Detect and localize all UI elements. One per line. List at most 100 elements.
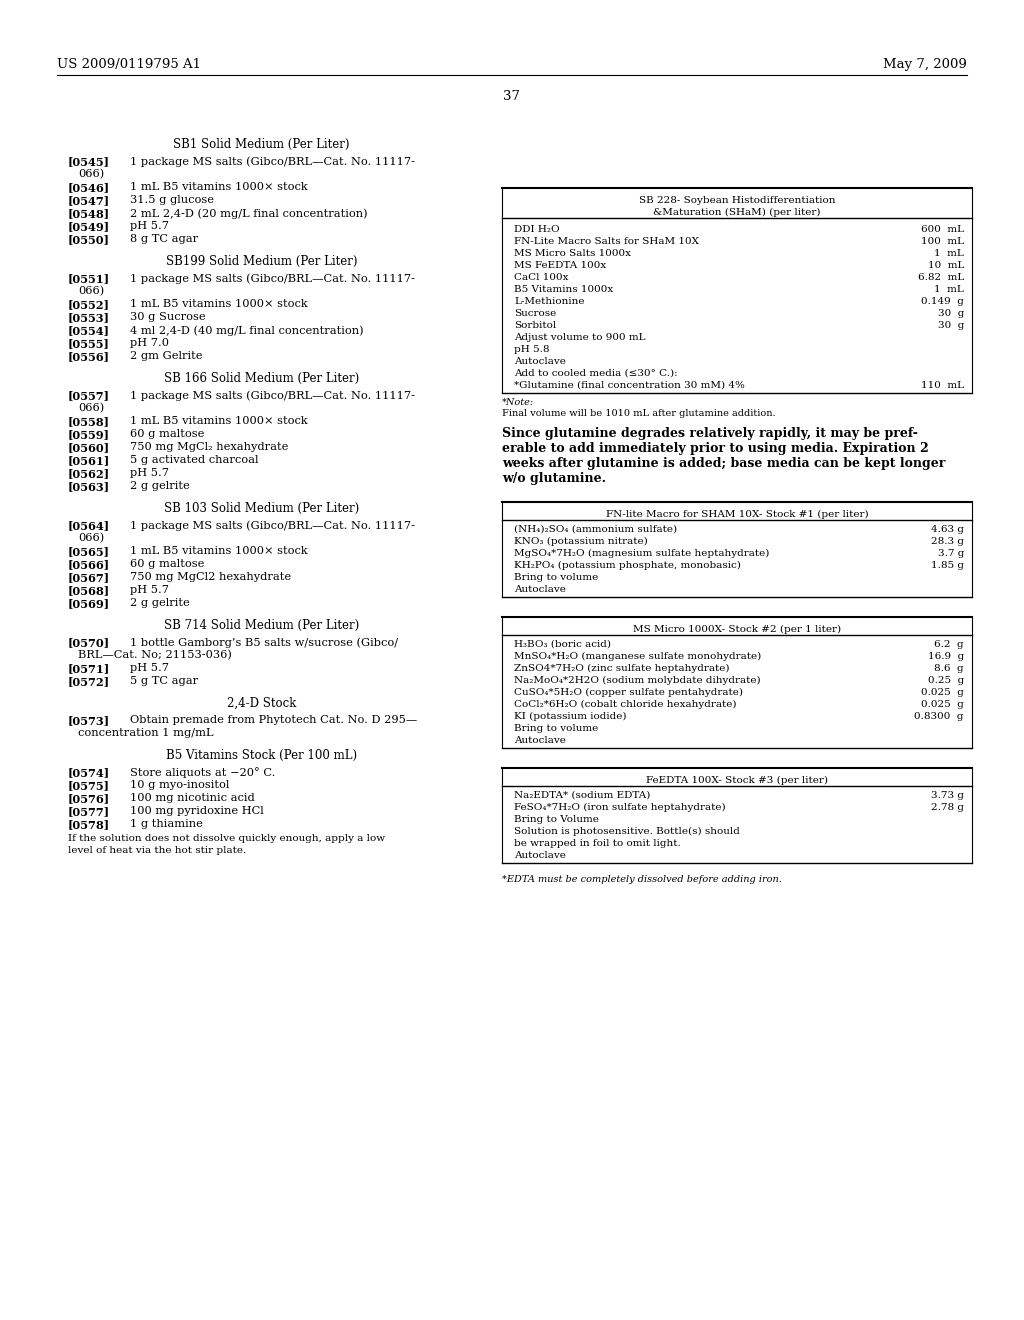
Text: *EDTA must be completely dissolved before adding iron.: *EDTA must be completely dissolved befor…: [502, 875, 782, 884]
Text: Solution is photosensitive. Bottle(s) should: Solution is photosensitive. Bottle(s) sh…: [514, 828, 740, 836]
Text: [0550]: [0550]: [68, 234, 110, 246]
Text: Na₂MoO₄*2H2O (sodium molybdate dihydrate): Na₂MoO₄*2H2O (sodium molybdate dihydrate…: [514, 676, 761, 685]
Text: 066): 066): [78, 169, 104, 180]
Text: pH 5.7: pH 5.7: [130, 469, 169, 478]
Text: H₃BO₃ (boric acid): H₃BO₃ (boric acid): [514, 640, 611, 649]
Text: [0563]: [0563]: [68, 480, 111, 492]
Text: [0547]: [0547]: [68, 195, 111, 206]
Text: KH₂PO₄ (potassium phosphate, monobasic): KH₂PO₄ (potassium phosphate, monobasic): [514, 561, 741, 570]
Text: B5 Vitamins 1000x: B5 Vitamins 1000x: [514, 285, 613, 294]
Text: [0557]: [0557]: [68, 389, 110, 401]
Text: [0546]: [0546]: [68, 182, 111, 193]
Text: *Glutamine (final concentration 30 mM) 4%: *Glutamine (final concentration 30 mM) 4…: [514, 381, 744, 389]
Text: 066): 066): [78, 286, 104, 296]
Text: Add to cooled media (≤30° C.):: Add to cooled media (≤30° C.):: [514, 370, 678, 378]
Text: Store aliquots at −20° C.: Store aliquots at −20° C.: [130, 767, 275, 777]
Text: 6.2  g: 6.2 g: [934, 640, 964, 649]
Text: be wrapped in foil to omit light.: be wrapped in foil to omit light.: [514, 840, 681, 847]
Text: L-Methionine: L-Methionine: [514, 297, 585, 306]
Text: *Note:: *Note:: [502, 399, 535, 407]
Text: [0561]: [0561]: [68, 455, 111, 466]
Text: 1 mL B5 vitamins 1000× stock: 1 mL B5 vitamins 1000× stock: [130, 300, 307, 309]
Text: MS Micro 1000X- Stock #2 (per 1 liter): MS Micro 1000X- Stock #2 (per 1 liter): [633, 624, 841, 634]
Text: May 7, 2009: May 7, 2009: [883, 58, 967, 71]
Text: 110  mL: 110 mL: [921, 381, 964, 389]
Text: weeks after glutamine is added; base media can be kept longer: weeks after glutamine is added; base med…: [502, 457, 945, 470]
Text: 1 package MS salts (Gibco/BRL—Cat. No. 11117-: 1 package MS salts (Gibco/BRL—Cat. No. 1…: [130, 156, 415, 166]
Text: Adjust volume to 900 mL: Adjust volume to 900 mL: [514, 333, 645, 342]
Text: pH 5.7: pH 5.7: [130, 220, 169, 231]
Text: BRL—Cat. No; 21153-036): BRL—Cat. No; 21153-036): [78, 649, 231, 660]
Text: SB1 Solid Medium (Per Liter): SB1 Solid Medium (Per Liter): [173, 139, 350, 150]
Text: Obtain premade from Phytotech Cat. No. D 295—: Obtain premade from Phytotech Cat. No. D…: [130, 715, 417, 725]
Text: FeEDTA 100X- Stock #3 (per liter): FeEDTA 100X- Stock #3 (per liter): [646, 776, 828, 785]
Text: [0560]: [0560]: [68, 442, 111, 453]
Text: SB 228- Soybean Histodifferentiation: SB 228- Soybean Histodifferentiation: [639, 195, 836, 205]
Text: Since glutamine degrades relatively rapidly, it may be pref-: Since glutamine degrades relatively rapi…: [502, 426, 918, 440]
Text: 1 g thiamine: 1 g thiamine: [130, 818, 203, 829]
Text: [0574]: [0574]: [68, 767, 111, 777]
Text: [0575]: [0575]: [68, 780, 110, 791]
Text: 1.85 g: 1.85 g: [931, 561, 964, 570]
Text: pH 5.8: pH 5.8: [514, 345, 550, 354]
Text: concentration 1 mg/mL: concentration 1 mg/mL: [78, 729, 213, 738]
Text: &Maturation (SHaM) (per liter): &Maturation (SHaM) (per liter): [653, 209, 821, 216]
Text: 2 gm Gelrite: 2 gm Gelrite: [130, 351, 203, 360]
Text: MS Micro Salts 1000x: MS Micro Salts 1000x: [514, 249, 631, 257]
Text: 0.025  g: 0.025 g: [922, 688, 964, 697]
Text: [0549]: [0549]: [68, 220, 111, 232]
Text: If the solution does not dissolve quickly enough, apply a low: If the solution does not dissolve quickl…: [68, 834, 385, 843]
Text: 100  mL: 100 mL: [921, 238, 964, 246]
Text: KI (potassium iodide): KI (potassium iodide): [514, 711, 627, 721]
Text: Bring to volume: Bring to volume: [514, 723, 598, 733]
Text: Sucrose: Sucrose: [514, 309, 556, 318]
Text: Autoclave: Autoclave: [514, 356, 566, 366]
Text: 4 ml 2,4-D (40 mg/L final concentration): 4 ml 2,4-D (40 mg/L final concentration): [130, 325, 364, 335]
Text: 1 mL B5 vitamins 1000× stock: 1 mL B5 vitamins 1000× stock: [130, 182, 307, 191]
Text: [0571]: [0571]: [68, 663, 111, 675]
Text: [0577]: [0577]: [68, 807, 111, 817]
Text: Sorbitol: Sorbitol: [514, 321, 556, 330]
Text: CoCl₂*6H₂O (cobalt chloride hexahydrate): CoCl₂*6H₂O (cobalt chloride hexahydrate): [514, 700, 736, 709]
Text: [0555]: [0555]: [68, 338, 110, 348]
Text: 1 bottle Gamborg’s B5 salts w/sucrose (Gibco/: 1 bottle Gamborg’s B5 salts w/sucrose (G…: [130, 638, 398, 648]
Text: [0559]: [0559]: [68, 429, 110, 440]
Text: [0556]: [0556]: [68, 351, 110, 362]
Text: Final volume will be 1010 mL after glutamine addition.: Final volume will be 1010 mL after gluta…: [502, 409, 775, 418]
Text: 4.63 g: 4.63 g: [931, 525, 964, 535]
Text: 100 mg pyridoxine HCl: 100 mg pyridoxine HCl: [130, 807, 264, 816]
Text: FN-lite Macro for SHAM 10X- Stock #1 (per liter): FN-lite Macro for SHAM 10X- Stock #1 (pe…: [605, 510, 868, 519]
Text: [0569]: [0569]: [68, 598, 111, 609]
Text: 1  mL: 1 mL: [934, 285, 964, 294]
Text: MnSO₄*H₂O (manganese sulfate monohydrate): MnSO₄*H₂O (manganese sulfate monohydrate…: [514, 652, 761, 661]
Text: Bring to Volume: Bring to Volume: [514, 814, 599, 824]
Text: US 2009/0119795 A1: US 2009/0119795 A1: [57, 58, 201, 71]
Text: KNO₃ (potassium nitrate): KNO₃ (potassium nitrate): [514, 537, 648, 546]
Text: CaCl 100x: CaCl 100x: [514, 273, 568, 282]
Text: pH 5.7: pH 5.7: [130, 585, 169, 595]
Text: 600  mL: 600 mL: [921, 224, 964, 234]
Text: erable to add immediately prior to using media. Expiration 2: erable to add immediately prior to using…: [502, 442, 929, 455]
Text: 60 g maltose: 60 g maltose: [130, 558, 205, 569]
Text: B5 Vitamins Stock (Per 100 mL): B5 Vitamins Stock (Per 100 mL): [166, 748, 357, 762]
Text: 10  mL: 10 mL: [928, 261, 964, 271]
Text: 0.25  g: 0.25 g: [928, 676, 964, 685]
Text: 2.78 g: 2.78 g: [931, 803, 964, 812]
Text: [0545]: [0545]: [68, 156, 110, 168]
Text: pH 5.7: pH 5.7: [130, 663, 169, 673]
Text: 37: 37: [504, 90, 520, 103]
Text: 1 package MS salts (Gibco/BRL—Cat. No. 11117-: 1 package MS salts (Gibco/BRL—Cat. No. 1…: [130, 520, 415, 531]
Text: [0562]: [0562]: [68, 469, 111, 479]
Text: [0552]: [0552]: [68, 300, 110, 310]
Text: 30  g: 30 g: [938, 309, 964, 318]
Text: 30 g Sucrose: 30 g Sucrose: [130, 312, 206, 322]
Text: Na₂EDTA* (sodium EDTA): Na₂EDTA* (sodium EDTA): [514, 791, 650, 800]
Text: SB 714 Solid Medium (Per Liter): SB 714 Solid Medium (Per Liter): [164, 619, 359, 632]
Text: w/o glutamine.: w/o glutamine.: [502, 473, 606, 484]
Text: 30  g: 30 g: [938, 321, 964, 330]
Text: MgSO₄*7H₂O (magnesium sulfate heptahydrate): MgSO₄*7H₂O (magnesium sulfate heptahydra…: [514, 549, 769, 558]
Text: 2 g gelrite: 2 g gelrite: [130, 480, 189, 491]
Text: 31.5 g glucose: 31.5 g glucose: [130, 195, 214, 205]
Text: Autoclave: Autoclave: [514, 851, 566, 861]
Text: 0.8300  g: 0.8300 g: [914, 711, 964, 721]
